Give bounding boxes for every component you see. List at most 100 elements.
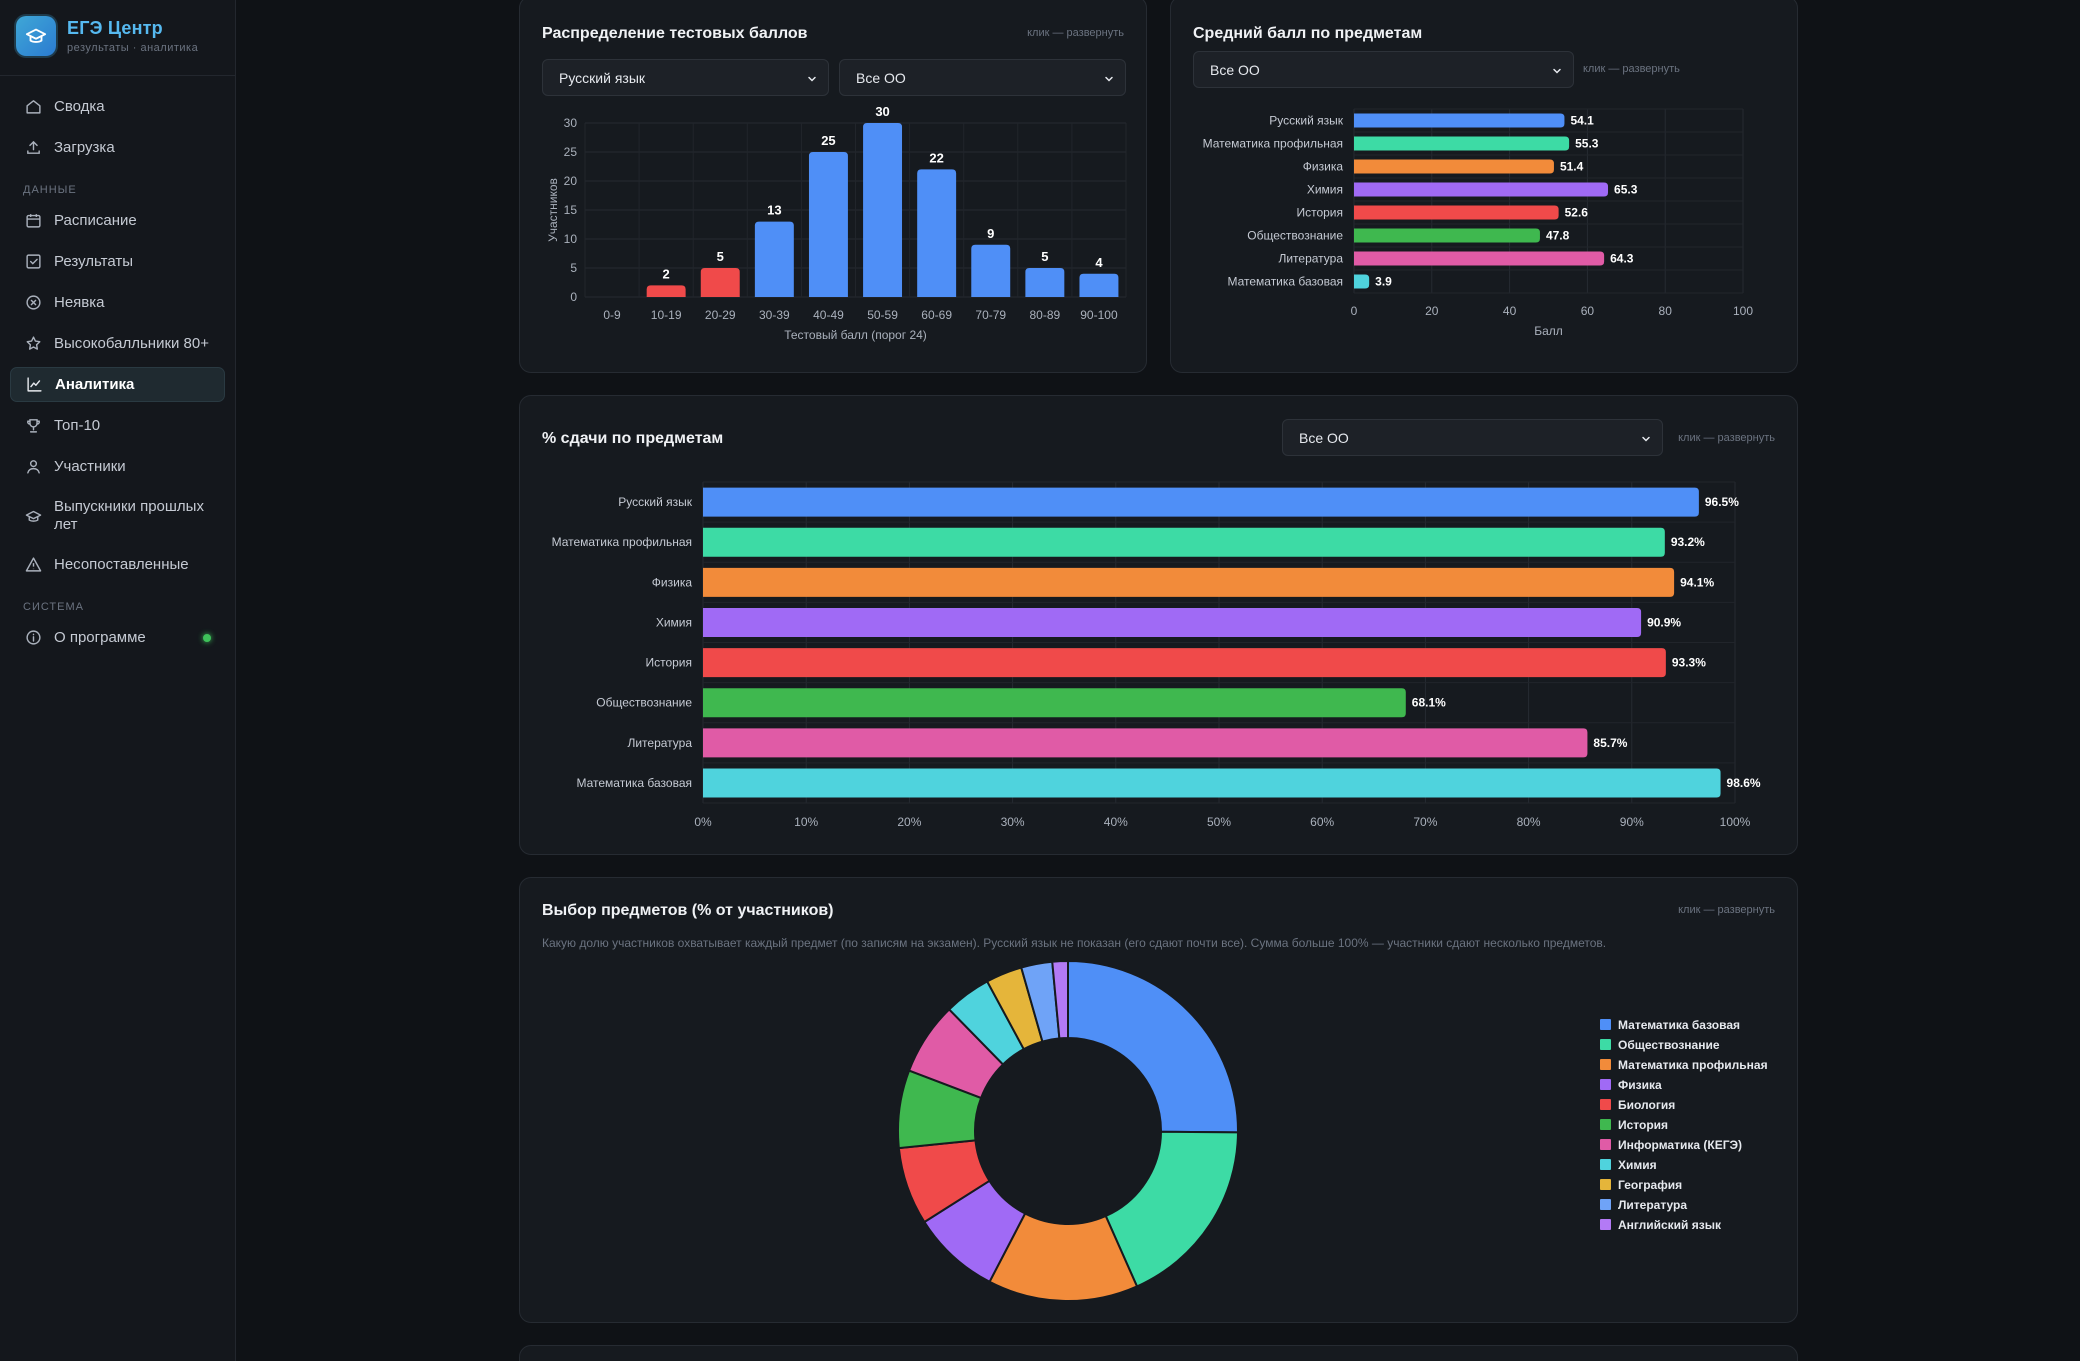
brand[interactable]: ЕГЭ Центр результаты · аналитика <box>16 16 198 56</box>
y-tick-label: 10 <box>564 232 578 246</box>
category-label: Обществознание <box>596 696 692 710</box>
dist-chart-title: Распределение тестовых баллов <box>542 25 808 42</box>
sidebar-item-graduates[interactable]: Выпускники прошлых лет <box>10 493 225 539</box>
bar-value-label: 2 <box>663 266 670 281</box>
legend-swatch <box>1600 1119 1611 1130</box>
sidebar-item-label: О программе <box>54 629 146 646</box>
sidebar-item-participants[interactable]: Участники <box>10 449 225 484</box>
expand-hint[interactable]: клик — развернуть <box>1678 904 1775 916</box>
sidebar-item-high-scorers[interactable]: Высокобалльники 80+ <box>10 326 225 361</box>
subject-select[interactable]: Русский язык <box>542 59 829 96</box>
avg-chart-card[interactable]: Средний балл по предметам Все ОО клик — … <box>1170 0 1798 373</box>
bar-value-label: 94.1% <box>1680 575 1714 589</box>
bar <box>1354 182 1609 197</box>
sidebar-item-top10[interactable]: Топ-10 <box>10 408 225 443</box>
choice-chart-card[interactable]: Выбор предметов (% от участников) клик —… <box>519 877 1798 1323</box>
category-label: Русский язык <box>618 495 692 509</box>
donut-slice <box>1051 959 1069 1040</box>
chevron-down-icon <box>806 72 818 88</box>
legend-swatch <box>1600 1059 1611 1070</box>
bar-value-label: 51.4 <box>1560 160 1584 174</box>
sidebar-item-label: Расписание <box>54 212 137 229</box>
legend-swatch <box>1600 1199 1611 1210</box>
category-label: Русский язык <box>1269 114 1343 128</box>
x-tick-label: 30-39 <box>759 308 790 322</box>
x-circle-icon <box>24 294 42 312</box>
sidebar-item-schedule[interactable]: Расписание <box>10 203 225 238</box>
expand-hint[interactable]: клик — развернуть <box>1678 432 1775 444</box>
legend-swatch <box>1600 1079 1611 1090</box>
legend-label: География <box>1618 1178 1682 1192</box>
x-tick-label: 60% <box>1310 815 1334 829</box>
avg-school-select[interactable]: Все ОО <box>1193 51 1574 88</box>
bar-value-label: 47.8 <box>1546 229 1570 243</box>
trophy-icon <box>24 417 42 435</box>
expand-hint[interactable]: клик — развернуть <box>1583 63 1680 75</box>
school-select[interactable]: Все ОО <box>839 59 1126 96</box>
bar-value-label: 25 <box>821 133 835 148</box>
sidebar-item-label: Выпускники прошлых лет <box>54 498 204 533</box>
legend-label: История <box>1618 1118 1668 1132</box>
legend-label: Литература <box>1618 1198 1687 1212</box>
sidebar-item-label: Несопоставленные <box>54 556 189 573</box>
sidebar-item-analytics[interactable]: Аналитика <box>10 367 225 402</box>
x-tick-label: 40 <box>1503 304 1517 318</box>
bar-value-label: 93.2% <box>1671 535 1705 549</box>
bar-value-label: 52.6 <box>1565 206 1589 220</box>
bar <box>971 244 1011 297</box>
x-tick-label: 100% <box>1720 815 1751 829</box>
x-tick-label: 60-69 <box>921 308 952 322</box>
y-tick-label: 20 <box>564 174 578 188</box>
legend-swatch <box>1600 1159 1611 1170</box>
choice-donut-chart: Математика базовая Обществознание Математи… <box>897 959 1768 1302</box>
bar-value-label: 85.7% <box>1593 736 1627 750</box>
user-icon <box>24 458 42 476</box>
x-tick-label: 30% <box>1001 815 1025 829</box>
sidebar-item-unmatched[interactable]: Несопоставленные <box>10 547 225 582</box>
bar <box>703 768 1721 798</box>
bar-value-label: 30 <box>875 104 889 119</box>
dist-chart-card[interactable]: Распределение тестовых баллов клик — раз… <box>519 0 1147 373</box>
chevron-down-icon <box>1640 432 1652 448</box>
sidebar-item-results[interactable]: Результаты <box>10 244 225 279</box>
x-tick-label: 70% <box>1413 815 1437 829</box>
bar <box>703 487 1699 517</box>
y-tick-label: 5 <box>570 261 577 275</box>
brand-subtitle: результаты · аналитика <box>67 42 199 54</box>
y-tick-label: 0 <box>570 290 577 304</box>
bar-value-label: 98.6% <box>1727 776 1761 790</box>
upload-icon <box>24 139 42 157</box>
x-tick-label: 80 <box>1659 304 1673 318</box>
x-tick-label: 0% <box>694 815 712 829</box>
bar-value-label: 5 <box>1041 249 1048 264</box>
x-tick-label: 10-19 <box>651 308 682 322</box>
chevron-down-icon <box>1103 72 1115 88</box>
bar-value-label: 5 <box>717 249 724 264</box>
sidebar-item-about[interactable]: О программе <box>10 620 225 655</box>
bar <box>1354 205 1559 220</box>
graduation-cap-logo-icon <box>16 16 56 56</box>
subject-select-value: Русский язык <box>559 69 646 86</box>
sidebar-item-label: Аналитика <box>55 376 135 393</box>
legend-label: Математика базовая <box>1618 1018 1740 1032</box>
bar <box>703 728 1588 758</box>
bar <box>703 688 1406 718</box>
bar-value-label: 54.1 <box>1570 114 1594 128</box>
category-label: Литература <box>1278 252 1343 266</box>
legend-label: Биология <box>1618 1098 1675 1112</box>
sidebar-item-absence[interactable]: Неявка <box>10 285 225 320</box>
bar <box>703 527 1665 557</box>
y-tick-label: 25 <box>564 145 578 159</box>
expand-hint[interactable]: клик — развернуть <box>1027 27 1124 39</box>
category-label: История <box>1296 206 1343 220</box>
bar <box>1354 251 1605 266</box>
legend-swatch <box>1600 1039 1611 1050</box>
sidebar-item-upload[interactable]: Загрузка <box>10 130 225 165</box>
bar-value-label: 3.9 <box>1375 275 1392 289</box>
bar-value-label: 55.3 <box>1575 137 1599 151</box>
legend-swatch <box>1600 1139 1611 1150</box>
sidebar-item-label: Сводка <box>54 98 105 115</box>
sidebar-item-summary[interactable]: Сводка <box>10 89 225 124</box>
pass-school-select[interactable]: Все ОО <box>1282 419 1663 456</box>
pass-chart-card[interactable]: % сдачи по предметам Все ОО клик — разве… <box>519 395 1798 855</box>
